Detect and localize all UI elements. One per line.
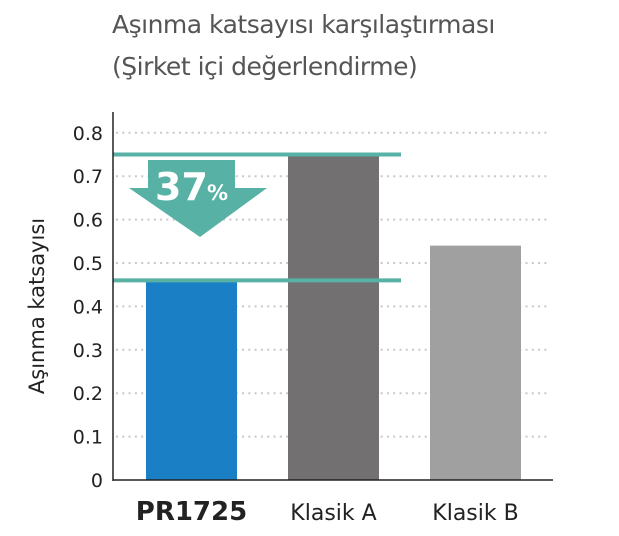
bar-klasik-b bbox=[430, 245, 521, 480]
x-tick-label: PR1725 bbox=[136, 497, 247, 527]
y-tick-label: 0.3 bbox=[73, 340, 103, 362]
reduction-value: 37 bbox=[155, 165, 208, 209]
bar-klasik-a bbox=[288, 154, 379, 480]
x-tick-label: Klasik B bbox=[432, 501, 518, 526]
y-tick-label: 0.2 bbox=[73, 383, 103, 405]
bar-pr1725 bbox=[146, 280, 237, 480]
y-tick-label: 0.4 bbox=[73, 296, 103, 318]
y-tick-label: 0.8 bbox=[73, 123, 103, 145]
down-arrow-icon bbox=[129, 160, 267, 237]
y-tick-label: 0.7 bbox=[73, 166, 103, 188]
chart-subtitle: (Şirket içi değerlendirme) bbox=[112, 52, 418, 81]
y-tick-label: 0.1 bbox=[73, 427, 103, 449]
y-tick-label: 0.5 bbox=[73, 253, 103, 275]
y-tick-label: 0.6 bbox=[73, 210, 103, 232]
reduction-unit: % bbox=[207, 181, 228, 205]
y-tick-label: 0 bbox=[91, 470, 103, 492]
x-tick-label: Klasik A bbox=[290, 501, 376, 526]
y-axis-label: Aşınma katsayısı bbox=[25, 218, 49, 394]
chart-title: Aşınma katsayısı karşılaştırması bbox=[112, 10, 495, 39]
